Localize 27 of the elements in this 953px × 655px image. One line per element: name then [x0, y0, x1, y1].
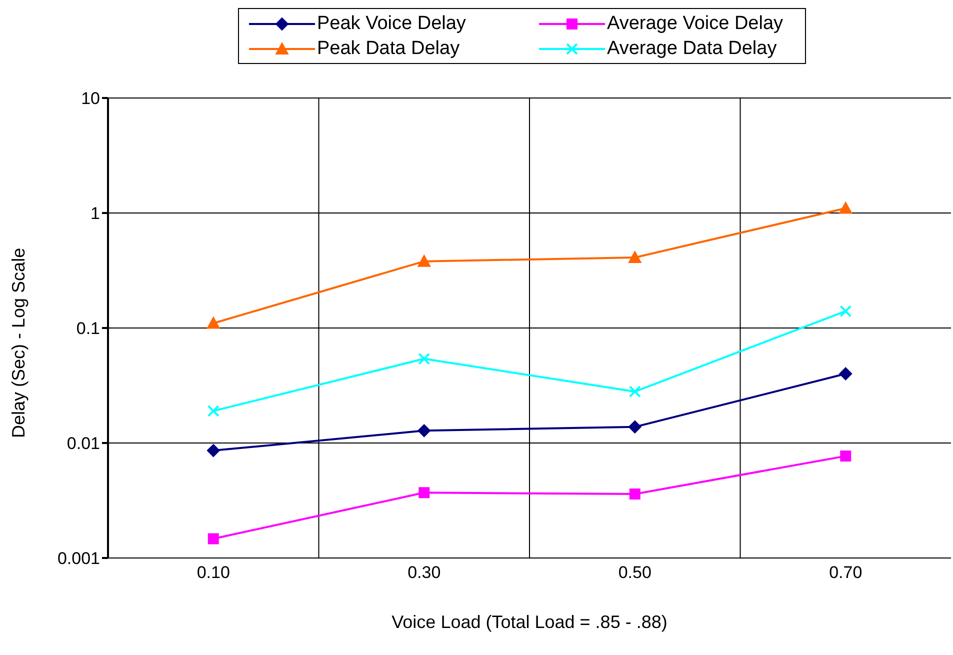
- y-tick-label: 10: [81, 89, 100, 108]
- point: [840, 450, 852, 462]
- y-axis-title: Delay (Sec) - Log Scale: [8, 248, 28, 438]
- x-tick-label: 0.50: [618, 563, 652, 582]
- point: [208, 533, 219, 544]
- legend-label: Peak Data Delay: [317, 38, 460, 60]
- point: [206, 444, 220, 458]
- point: [628, 420, 642, 434]
- point: [628, 251, 642, 264]
- legend-label: Average Data Delay: [607, 38, 777, 60]
- legend-label: Peak Voice Delay: [317, 12, 466, 34]
- legend-label: Average Voice Delay: [607, 12, 784, 34]
- point: [418, 254, 431, 267]
- point: [206, 316, 220, 329]
- y-tick-label: 0.01: [66, 434, 100, 454]
- y-tick-label: 0.001: [57, 549, 100, 568]
- point: [839, 367, 852, 380]
- point: [418, 487, 430, 498]
- point: [418, 424, 431, 438]
- point: [839, 202, 852, 214]
- point: [629, 488, 640, 500]
- x-tick-label: 0.10: [196, 563, 230, 582]
- x-tick-label: 0.30: [408, 563, 441, 582]
- y-tick-label: 1: [90, 204, 100, 224]
- y-tick-label: 0.1: [76, 319, 100, 338]
- x-axis-title: Voice Load (Total Load = .85 - .88): [392, 612, 668, 632]
- x-tick-label: 0.70: [829, 563, 862, 582]
